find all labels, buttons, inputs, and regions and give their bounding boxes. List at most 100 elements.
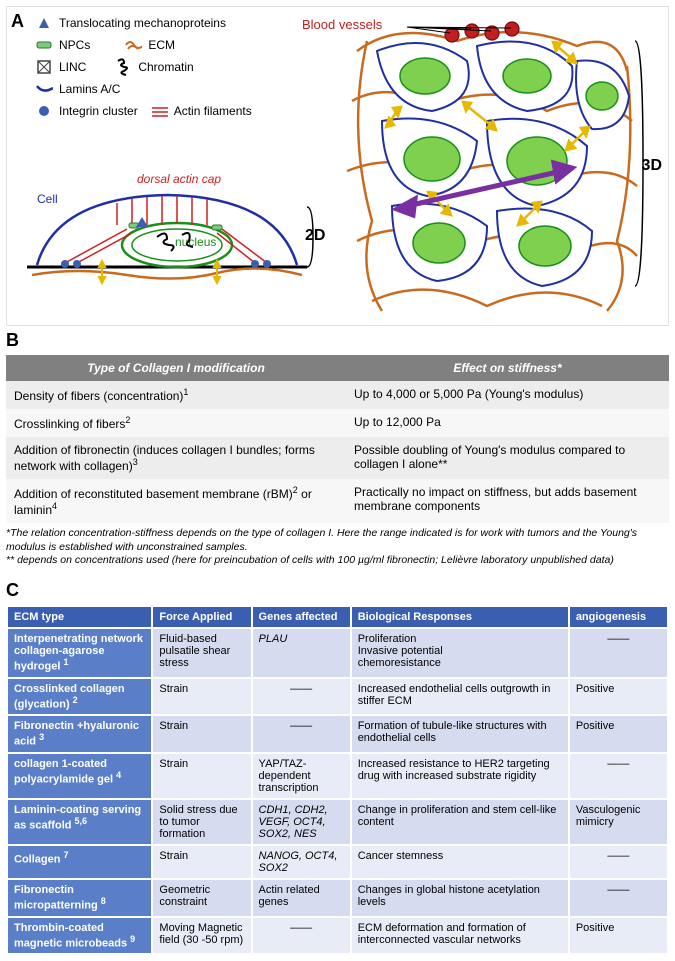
table-cell: CDH1, CDH2, VEGF, OCT4, SOX2, NES (252, 799, 351, 845)
table-cell: Practically no impact on stiffness, but … (346, 479, 669, 523)
diagram-2d (17, 167, 317, 287)
table-cell: Fluid-based pulsatile shear stress (152, 628, 251, 678)
table-cell: —— (569, 845, 668, 879)
table-cell: Crosslinked collagen (glycation) 2 (7, 678, 152, 716)
table-row: Crosslinking of fibers2Up to 12,000 Pa (6, 409, 669, 437)
table-cell: Positive (569, 678, 668, 716)
table-cell: Strain (152, 845, 251, 879)
table-row: Laminin-coating serving as scaffold 5,6S… (7, 799, 668, 845)
table-cell: Up to 4,000 or 5,000 Pa (Young's modulus… (346, 381, 669, 409)
panel-a-label: A (11, 11, 24, 32)
table-row: Addition of reconstituted basement membr… (6, 479, 669, 523)
table-row: Interpenetrating network collagen-agaros… (7, 628, 668, 678)
table-cell: Interpenetrating network collagen-agaros… (7, 628, 152, 678)
table-cell: Positive (569, 917, 668, 955)
table-cell: —— (569, 628, 668, 678)
legend-text: LINC (59, 57, 86, 77)
table-cell: NANOG, OCT4, SOX2 (252, 845, 351, 879)
table-cell: Cancer stemness (351, 845, 569, 879)
table-cell: Crosslinking of fibers2 (6, 409, 346, 437)
table-cell: YAP/TAZ-dependent transcription (252, 753, 351, 799)
legend-text: ECM (148, 35, 175, 55)
legend-row: LINC Chromatin (35, 57, 252, 77)
panel-c: C ECM type Force Applied Genes affected … (6, 580, 669, 955)
table-cell: Actin related genes (252, 879, 351, 917)
footnote: ** depends on concentrations used (here … (6, 554, 669, 568)
table-cell: Moving Magnetic field (30 -50 rpm) (152, 917, 251, 955)
table-row: Collagen 7StrainNANOG, OCT4, SOX2Cancer … (7, 845, 668, 879)
table-cell: ECM deformation and formation of interco… (351, 917, 569, 955)
table-cell: collagen 1-coated polyacrylamide gel 4 (7, 753, 152, 799)
table-cell: Possible doubling of Young's modulus com… (346, 437, 669, 479)
legend: Translocating mechanoproteins NPCs ECM L… (35, 13, 252, 123)
legend-row: NPCs ECM (35, 35, 252, 55)
table-cell: Laminin-coating serving as scaffold 5,6 (7, 799, 152, 845)
table-row: Thrombin-coated magnetic microbeads 9Mov… (7, 917, 668, 955)
table-cell: Formation of tubule-like structures with… (351, 715, 569, 753)
legend-text: Integrin cluster (59, 101, 138, 121)
table-cell: Fibronectin +hyaluronic acid 3 (7, 715, 152, 753)
table-b-header: Type of Collagen I modification (6, 355, 346, 381)
table-cell: —— (252, 715, 351, 753)
footnote: *The relation concentration-stiffness de… (6, 527, 669, 554)
table-cell: Geometric constraint (152, 879, 251, 917)
integrin-icon (35, 102, 53, 120)
table-cell: —— (252, 678, 351, 716)
table-cell: Vasculogenic mimicry (569, 799, 668, 845)
table-c-header: ECM type (7, 606, 152, 628)
legend-row: Lamins A/C (35, 79, 252, 99)
diagram-3d (337, 11, 647, 321)
table-cell: ProliferationInvasive potentialchemoresi… (351, 628, 569, 678)
table-row: Addition of fibronectin (induces collage… (6, 437, 669, 479)
triangle-icon (35, 14, 53, 32)
chromatin-icon (114, 58, 132, 76)
table-cell: Collagen 7 (7, 845, 152, 879)
table-cell: Solid stress due to tumor formation (152, 799, 251, 845)
lamin-icon (35, 80, 53, 98)
table-cell: Thrombin-coated magnetic microbeads 9 (7, 917, 152, 955)
table-c: ECM type Force Applied Genes affected Bi… (6, 605, 669, 955)
actin-icon (150, 102, 168, 120)
table-c-header: Biological Responses (351, 606, 569, 628)
panel-a: A Translocating mechanoproteins NPCs ECM… (6, 6, 669, 326)
table-cell: —— (569, 753, 668, 799)
legend-row: Integrin cluster Actin filaments (35, 101, 252, 121)
table-cell: Positive (569, 715, 668, 753)
table-cell: Increased endothelial cells outgrowth in… (351, 678, 569, 716)
table-c-header: angiogenesis (569, 606, 668, 628)
table-c-header: Force Applied (152, 606, 251, 628)
table-cell: Density of fibers (concentration)1 (6, 381, 346, 409)
table-cell: —— (569, 879, 668, 917)
table-cell: Strain (152, 753, 251, 799)
table-cell: Increased resistance to HER2 targeting d… (351, 753, 569, 799)
table-cell: Changes in global histone acetylation le… (351, 879, 569, 917)
table-cell: Addition of fibronectin (induces collage… (6, 437, 346, 479)
table-cell: Strain (152, 715, 251, 753)
panel-c-label: C (6, 580, 669, 601)
table-cell: Up to 12,000 Pa (346, 409, 669, 437)
table-c-header: Genes affected (252, 606, 351, 628)
table-cell: —— (252, 917, 351, 955)
table-row: Crosslinked collagen (glycation) 2Strain… (7, 678, 668, 716)
legend-text: Chromatin (138, 57, 193, 77)
table-b-header: Effect on stiffness* (346, 355, 669, 381)
table-cell: Strain (152, 678, 251, 716)
legend-text: Actin filaments (174, 101, 252, 121)
table-row: collagen 1-coated polyacrylamide gel 4St… (7, 753, 668, 799)
table-row: Density of fibers (concentration)1Up to … (6, 381, 669, 409)
table-cell: Fibronectin micropatterning 8 (7, 879, 152, 917)
table-b-footnotes: *The relation concentration-stiffness de… (6, 527, 669, 568)
panel-b: B Type of Collagen I modification Effect… (6, 330, 669, 568)
linc-icon (35, 58, 53, 76)
legend-text: Lamins A/C (59, 79, 120, 99)
ecm-icon (124, 36, 142, 54)
table-cell: Addition of reconstituted basement membr… (6, 479, 346, 523)
panel-b-label: B (6, 330, 669, 351)
table-row: Fibronectin +hyaluronic acid 3Strain——Fo… (7, 715, 668, 753)
legend-text: Translocating mechanoproteins (59, 13, 226, 33)
legend-text: NPCs (59, 35, 90, 55)
legend-row: Translocating mechanoproteins (35, 13, 252, 33)
table-cell: Change in proliferation and stem cell-li… (351, 799, 569, 845)
npc-icon (35, 36, 53, 54)
table-row: Fibronectin micropatterning 8Geometric c… (7, 879, 668, 917)
